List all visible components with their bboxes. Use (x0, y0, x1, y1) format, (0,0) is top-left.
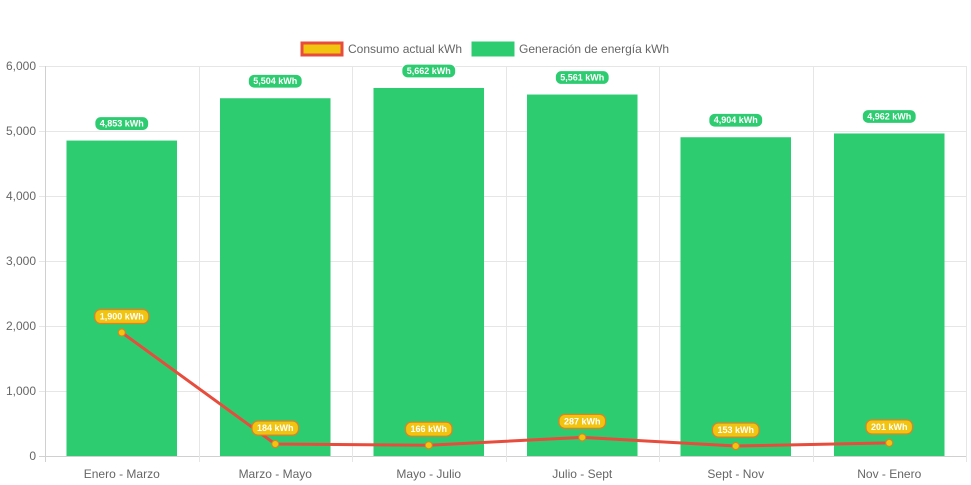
bar (219, 98, 331, 457)
bar-data-label: 5,561 kWh (554, 69, 610, 86)
legend-swatch-consumo (300, 41, 344, 57)
bar-data-label: 4,853 kWh (94, 115, 150, 132)
data-label-text: 1,900 kWh (100, 312, 144, 322)
data-label-text: 4,904 kWh (714, 115, 758, 125)
line-data-labels: 1,900 kWh 184 kWh 166 kWh 287 kWh 153 kWh 201… (94, 308, 914, 438)
data-label-text: 184 kWh (257, 423, 294, 433)
x-tick-label: Marzo - Mayo (239, 467, 313, 481)
data-label-box (247, 73, 303, 89)
data-label-text: 4,853 kWh (100, 119, 144, 129)
data-label-box (94, 115, 150, 132)
y-tick-label: 4,000 (6, 189, 36, 203)
bar-data-label: 4,962 kWh (861, 108, 917, 125)
data-label-text: 153 kWh (717, 425, 754, 435)
y-tick-label: 1,000 (6, 384, 36, 398)
x-tick-label: Enero - Marzo (84, 467, 160, 481)
data-label-text: 201 kWh (871, 422, 908, 432)
y-tick-label: 0 (29, 449, 36, 463)
data-label-text: 5,561 kWh (560, 73, 604, 83)
data-label-box (404, 421, 453, 437)
data-label-box (554, 69, 610, 86)
line-point (424, 441, 433, 450)
data-label-text: 5,662 kWh (407, 66, 451, 76)
bar-data-label: 5,504 kWh (247, 73, 303, 89)
line-point (731, 442, 740, 451)
line-data-label: 153 kWh (711, 422, 760, 438)
bar (373, 87, 485, 456)
legend-item-consumo[interactable]: Consumo actual kWh (300, 41, 462, 57)
line-data-label: 201 kWh (865, 419, 914, 435)
data-label-text: 5,504 kWh (253, 76, 297, 86)
line-data-label: 1,900 kWh (94, 308, 150, 325)
bar (833, 133, 945, 456)
legend: Consumo actual kWh Generación de energía… (300, 41, 669, 57)
data-label-text: 4,962 kWh (867, 111, 911, 121)
x-axis: Enero - Marzo Marzo - Mayo Mayo - Julio Jul… (84, 467, 922, 481)
line-point (271, 440, 280, 449)
y-tick-label: 5,000 (6, 124, 36, 138)
line-point (117, 328, 126, 337)
data-label-box (861, 108, 917, 125)
gridlines (39, 66, 967, 462)
line-point (578, 433, 587, 442)
bar-series (66, 87, 945, 457)
x-tick-label: Nov - Enero (857, 467, 921, 481)
bar-data-label: 5,662 kWh (401, 63, 457, 79)
data-label-box (708, 112, 764, 128)
data-label-box (558, 413, 607, 429)
legend-item-generacion[interactable]: Generación de energía kWh (471, 41, 669, 57)
x-tick-label: Julio - Sept (552, 467, 613, 481)
y-tick-label: 6,000 (6, 59, 36, 73)
data-label-text: 287 kWh (564, 416, 601, 426)
data-label-box (251, 420, 300, 436)
line-data-label: 287 kWh (558, 413, 607, 429)
legend-swatch-generacion (471, 41, 515, 57)
data-label-text: 166 kWh (410, 424, 447, 434)
data-label-box (401, 63, 457, 79)
y-tick-label: 3,000 (6, 254, 36, 268)
y-axis: 0 1,000 2,000 3,000 4,000 5,000 6,000 (6, 59, 36, 463)
bar (66, 140, 178, 456)
line-point (885, 438, 894, 447)
legend-label-generacion: Generación de energía kWh (519, 42, 669, 56)
line-series (117, 328, 894, 451)
consumo-line (120, 331, 890, 448)
bar-data-label: 4,904 kWh (708, 112, 764, 128)
bar (526, 94, 638, 456)
x-tick-label: Mayo - Julio (396, 467, 461, 481)
data-label-box (865, 419, 914, 435)
data-label-box (94, 308, 150, 325)
line-data-label: 184 kWh (251, 420, 300, 436)
line-data-label: 166 kWh (404, 421, 453, 437)
data-label-box (711, 422, 760, 438)
x-tick-label: Sept - Nov (707, 467, 764, 481)
y-tick-label: 2,000 (6, 319, 36, 333)
legend-label-consumo: Consumo actual kWh (348, 42, 462, 56)
bar (680, 137, 792, 457)
bar-data-labels: 4,853 kWh 5,504 kWh 5,662 kWh 5,561 kWh 4,90… (94, 63, 917, 132)
